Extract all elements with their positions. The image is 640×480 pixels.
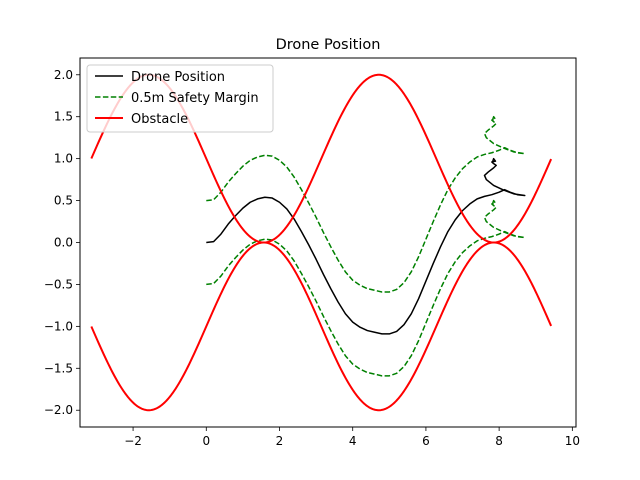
legend-label: 0.5m Safety Margin — [131, 91, 259, 106]
series-line-drone-position-0 — [206, 157, 526, 335]
legend-label: Obstacle — [131, 112, 188, 127]
x-tick-label: 0 — [202, 434, 210, 448]
y-tick-label: −0.5 — [44, 277, 73, 291]
chart-title: Drone Position — [276, 37, 381, 53]
x-tick-label: 10 — [565, 434, 580, 448]
series-line-obstacle-4 — [90, 241, 553, 412]
x-tick-label: 4 — [349, 434, 357, 448]
y-tick-label: −2.0 — [44, 403, 73, 417]
x-tick-label: 8 — [495, 434, 503, 448]
series-line-0-5m-safety-margin-2 — [206, 199, 526, 377]
legend-label: Drone Position — [131, 70, 225, 85]
legend: Drone Position 0.5m Safety Margin Obstacle — [86, 64, 274, 133]
y-axis-ticks: 2.0 1.5 1.0 0.5 0.0 −0.5 −1.0 −1.5 −2.0 — [44, 68, 80, 417]
series-line-0-5m-safety-margin-1 — [206, 115, 526, 293]
y-tick-label: 0.0 — [54, 236, 73, 250]
x-tick-label: 2 — [276, 434, 284, 448]
y-tick-label: −1.0 — [44, 319, 73, 333]
x-tick-label: 6 — [422, 434, 430, 448]
y-tick-label: 1.0 — [54, 152, 73, 166]
x-tick-label: −2 — [124, 434, 142, 448]
y-tick-label: 2.0 — [54, 68, 73, 82]
y-tick-label: 0.5 — [54, 194, 73, 208]
x-axis-ticks: −2 0 2 4 6 8 10 — [124, 427, 580, 448]
y-tick-label: −1.5 — [44, 361, 73, 375]
legend-box — [86, 64, 274, 133]
y-tick-label: 1.5 — [54, 110, 73, 124]
